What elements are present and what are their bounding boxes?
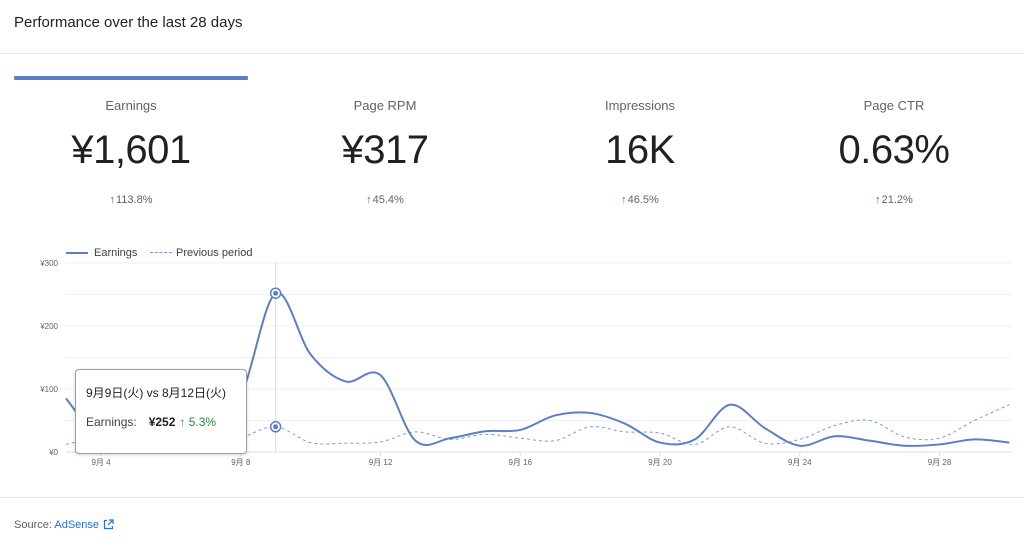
metric-change: ↑113.8% [14, 193, 248, 207]
metric-label: Page RPM [353, 98, 417, 113]
solid-line-swatch [66, 252, 88, 254]
tooltip-delta: ↑ 5.3% [179, 415, 216, 429]
adsense-link[interactable]: AdSense [54, 519, 100, 531]
footer-divider [0, 497, 1024, 498]
x-tick-label: 9月 4 [91, 458, 111, 467]
tooltip-value: ¥252 [148, 415, 176, 429]
arrow-up-icon: ↑ [621, 194, 627, 206]
metric-change: ↑46.5% [523, 193, 757, 207]
metric-change: ↑45.4% [268, 193, 502, 207]
legend-item-previous-period[interactable]: Previous period [150, 246, 252, 260]
tooltip-title: 9月9日(火) vs 8月12日(火) [86, 386, 227, 400]
previous-period-line [65, 404, 1010, 452]
y-tick-label: ¥100 [39, 385, 58, 394]
arrow-up-icon: ↑ [109, 194, 116, 206]
metric-value: ¥317 [341, 128, 429, 172]
x-tick-label: 9月 28 [928, 458, 952, 467]
arrow-up-icon: ↑ [875, 194, 881, 206]
arrow-up-icon: ↑ [179, 415, 189, 429]
selected-metric-indicator [14, 76, 248, 80]
metric-change-value: 21.2% [881, 194, 913, 206]
tooltip-delta-value: 5.3% [188, 415, 217, 429]
metric-tab-earnings[interactable]: Earnings ¥1,601 ↑113.8% [14, 98, 248, 207]
x-tick-label: 9月 16 [508, 458, 532, 467]
source-prefix: Source: [14, 519, 52, 531]
metric-label: Impressions [604, 98, 676, 113]
x-tick-label: 9月 8 [231, 458, 251, 467]
previous-highlight-point-dot [273, 424, 279, 430]
metric-tab-page-rpm[interactable]: Page RPM ¥317 ↑45.4% [268, 98, 502, 207]
tooltip-row: Earnings: ¥252 ↑ 5.3% [86, 415, 216, 429]
y-tick-label: ¥0 [48, 448, 58, 457]
metric-change-value: 46.5% [627, 194, 659, 206]
legend-label: Previous period [176, 247, 253, 259]
metric-change-value: 45.4% [372, 194, 404, 206]
metric-label: Page CTR [863, 98, 925, 113]
chart-tooltip: 9月9日(火) vs 8月12日(火) Earnings: ¥252 ↑ 5.3% [75, 369, 247, 454]
metric-tab-impressions[interactable]: Impressions 16K ↑46.5% [523, 98, 757, 207]
metric-value: 0.63% [838, 128, 950, 172]
metric-change-value: 113.8% [116, 194, 153, 206]
metric-value: 16K [605, 128, 675, 172]
x-tick-label: 9月 12 [369, 458, 393, 467]
legend-item-earnings[interactable]: Earnings [66, 246, 137, 260]
arrow-up-icon: ↑ [366, 194, 372, 206]
x-tick-label: 9月 24 [788, 458, 812, 467]
metric-tab-page-ctr[interactable]: Page CTR 0.63% ↑21.2% [777, 98, 1011, 207]
dashed-line-swatch [150, 252, 172, 253]
earnings-highlight-point-dot [273, 290, 279, 296]
card-header: Performance over the last 28 days [0, 0, 1024, 54]
source-footer: Source: AdSense [14, 519, 114, 531]
legend-label: Earnings [94, 247, 138, 259]
x-tick-label: 9月 20 [648, 458, 672, 467]
y-tick-label: ¥200 [39, 322, 58, 331]
y-tick-label: ¥300 [39, 259, 58, 268]
external-link-icon[interactable] [103, 519, 114, 530]
metric-value: ¥1,601 [71, 128, 191, 172]
metric-change: ↑21.2% [777, 193, 1011, 207]
metric-label: Earnings [105, 98, 157, 113]
page-title: Performance over the last 28 days [14, 14, 243, 31]
tooltip-label: Earnings: [86, 415, 137, 429]
